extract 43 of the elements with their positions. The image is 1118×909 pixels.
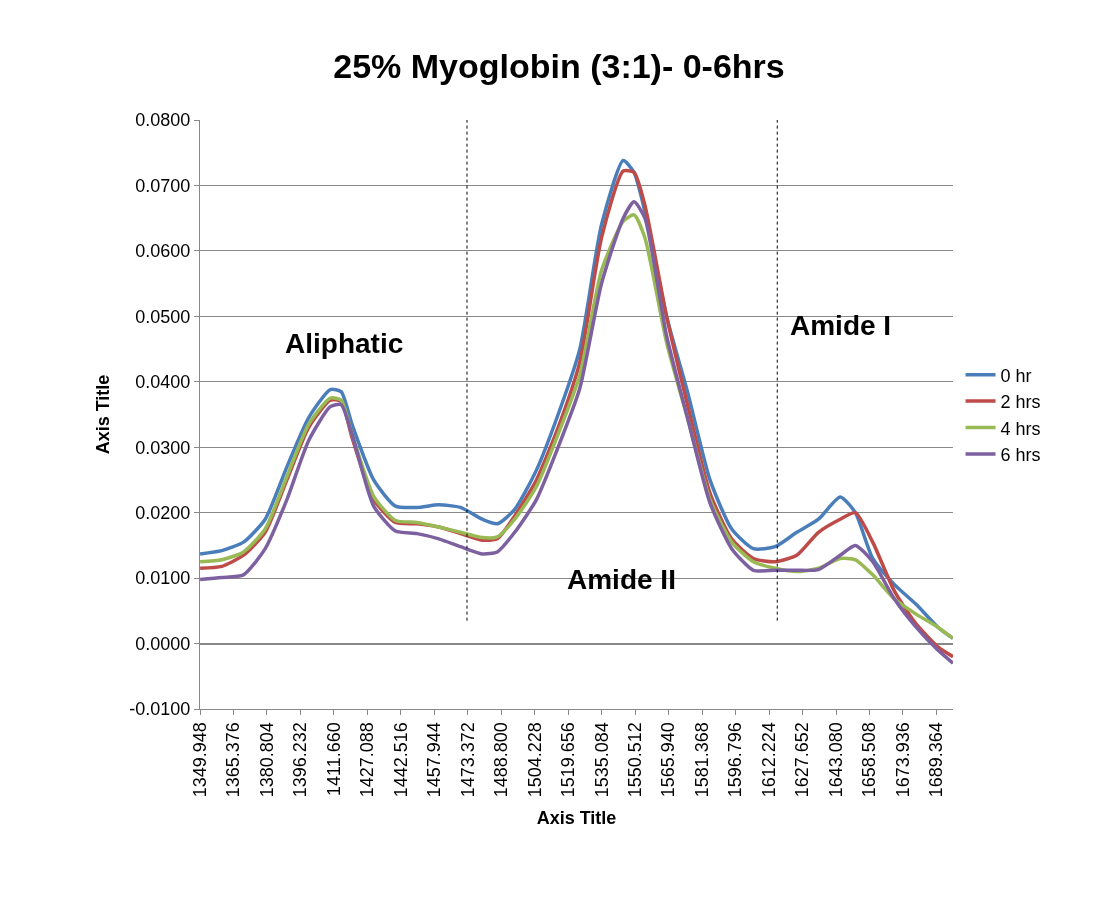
annotation: Amide I [790,310,892,341]
y-tick-label: 0.0200 [135,502,191,523]
y-tick-label: 0.0700 [135,175,191,196]
x-tick-label: 1658.508 [859,722,880,798]
x-tick-label: 1565.940 [658,722,679,798]
y-axis-title: Axis Title [92,374,113,455]
x-tick-label: 1473.372 [457,722,478,798]
x-tick-label: 1581.368 [691,722,712,798]
y-tick-label: 0.0300 [135,437,191,458]
x-tick-label: 1612.224 [758,722,779,798]
x-tick-label: 1535.084 [591,722,612,798]
y-tick-label: 0.0100 [135,568,191,589]
x-tick-label: 1396.232 [290,722,311,798]
x-tick-label: 1627.652 [792,722,813,798]
x-tick-label: 1504.228 [524,722,545,798]
legend-label: 2 hrs [1000,392,1041,413]
x-tick-label: 1550.512 [625,722,646,798]
legend-label: 0 hr [1000,365,1032,386]
x-tick-label: 1488.800 [491,722,512,798]
legend-label: 4 hrs [1000,418,1041,439]
x-tick-label: 1411.660 [323,722,344,796]
x-tick-label: 1365.376 [223,722,244,798]
x-tick-label: 1349.948 [189,722,210,798]
x-axis-title: Axis Title [536,808,617,829]
x-tick-label: 1643.080 [825,722,846,798]
y-tick-label: 0.0500 [135,306,191,327]
y-tick-label: -0.0100 [129,699,191,720]
chart-title: 25% Myoglobin (3:1)- 0-6hrs [333,47,785,86]
x-tick-label: 1673.936 [892,722,913,798]
y-tick-label: 0.0000 [135,633,191,654]
annotation: Aliphatic [285,328,404,359]
annotation: Amide II [567,564,676,595]
y-tick-label: 0.0600 [135,241,191,262]
x-tick-label: 1689.364 [926,722,947,798]
x-tick-label: 1596.796 [725,722,746,798]
x-tick-label: 1519.656 [558,722,579,798]
y-tick-label: 0.0400 [135,372,191,393]
x-tick-label: 1442.516 [390,722,411,798]
x-tick-label: 1380.804 [256,722,277,798]
y-tick-label: 0.0800 [135,110,191,131]
x-tick-label: 1457.944 [424,722,445,798]
legend-label: 6 hrs [1000,444,1041,465]
x-tick-label: 1427.088 [357,722,378,798]
